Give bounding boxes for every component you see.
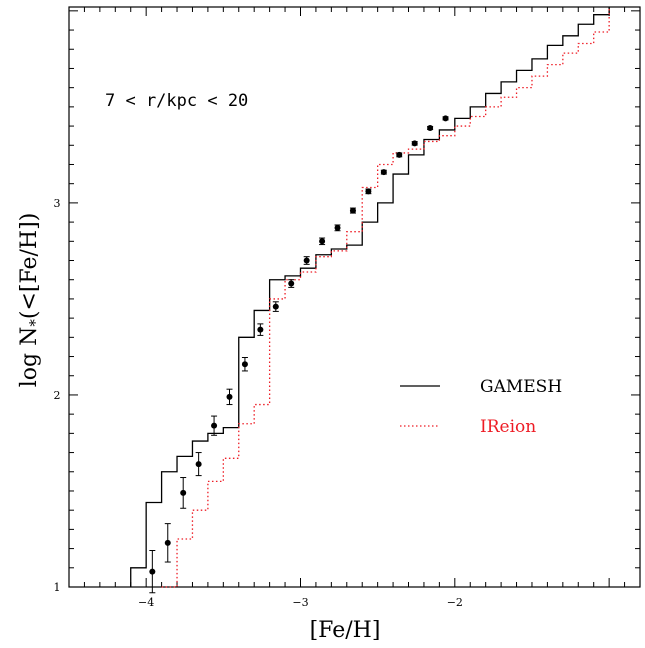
data-point — [288, 280, 295, 287]
x-tick-label: −2 — [447, 596, 463, 609]
data-point — [334, 224, 341, 231]
legend: GAMESH IReion — [400, 377, 562, 437]
data-point — [241, 361, 248, 368]
plot-frame — [68, 6, 641, 588]
data-point — [396, 151, 403, 158]
series-layer — [130, 7, 610, 588]
y-tick-label: 3 — [54, 197, 61, 210]
data-point — [380, 169, 387, 176]
y-axis-ticks: 1 2 3 — [54, 10, 640, 594]
y-axis-label-subscript: * — [26, 319, 44, 327]
data-point — [427, 124, 434, 131]
data-point — [195, 461, 202, 468]
data-point — [272, 303, 279, 310]
y-axis-label: log N*(<[Fe/H]) — [17, 213, 44, 388]
legend-label-gamesh: GAMESH — [480, 377, 562, 397]
data-point — [211, 422, 218, 429]
data-point — [411, 140, 418, 147]
data-point — [226, 393, 233, 400]
data-point — [164, 539, 171, 546]
data-point — [319, 238, 326, 245]
x-axis-ticks: −4 −3 −2 — [68, 7, 641, 609]
y-tick-label: 2 — [54, 389, 61, 402]
data-points-layer — [149, 115, 449, 594]
data-point — [180, 489, 187, 496]
data-point — [365, 188, 372, 195]
x-axis-label: [Fe/H] — [310, 618, 381, 643]
legend-label-ireion: IReion — [480, 417, 536, 437]
data-point — [303, 257, 310, 264]
data-point — [149, 568, 156, 575]
x-tick-label: −3 — [292, 596, 308, 609]
data-point — [257, 326, 264, 333]
y-tick-label: 1 — [54, 581, 61, 594]
x-tick-label: −4 — [138, 596, 154, 609]
data-point — [349, 207, 356, 214]
data-point — [442, 115, 449, 122]
series-line-gamesh — [130, 7, 610, 587]
annotation-text: 7 < r/kpc < 20 — [105, 91, 248, 111]
